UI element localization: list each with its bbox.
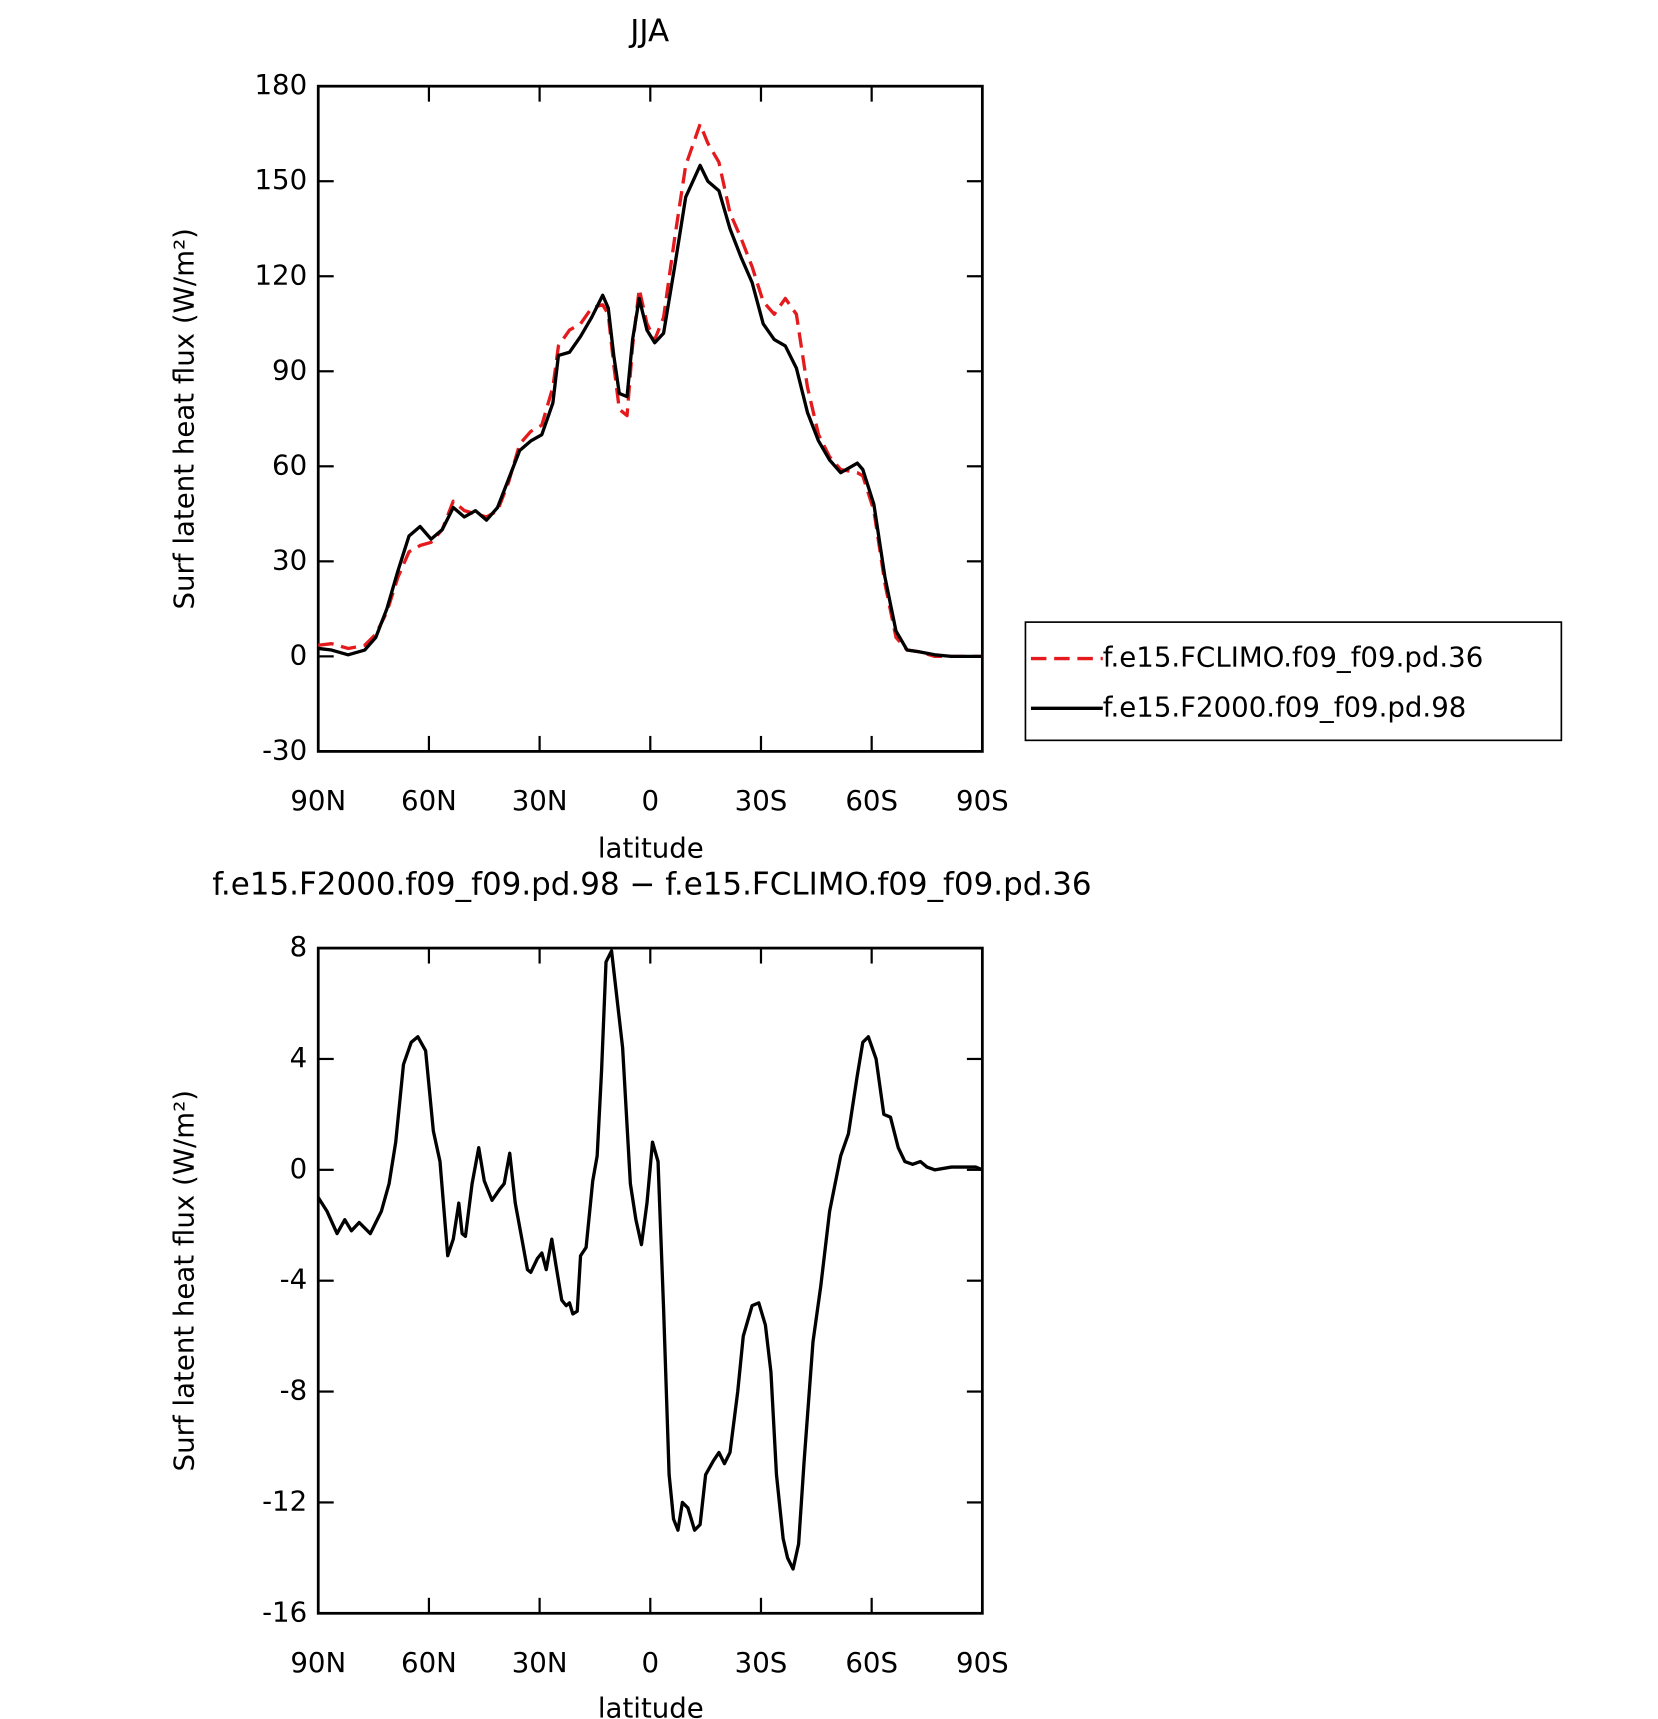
plot-frame <box>316 84 984 753</box>
y-tick-label: 120 <box>254 258 307 291</box>
line-series <box>318 163 983 659</box>
y-tick-label: -4 <box>280 1263 308 1296</box>
x-tick-label: 0 <box>642 784 660 817</box>
x-axis-label: latitude <box>598 832 704 865</box>
legend-box <box>1024 621 1563 742</box>
plot-frame <box>316 946 984 1615</box>
x-tick-label: 30N <box>512 784 568 817</box>
x-tick-label: 90S <box>956 1646 1009 1679</box>
line-series <box>318 122 983 659</box>
x-tick-label: 60N <box>401 1646 457 1679</box>
y-tick-label: 180 <box>254 68 307 101</box>
y-tick-label: 8 <box>290 930 308 963</box>
y-tick-label: 60 <box>272 448 307 481</box>
y-tick-label: 150 <box>254 163 307 196</box>
x-tick-label: 30S <box>735 784 788 817</box>
x-tick-label: 30N <box>512 1646 568 1679</box>
y-tick-label: -30 <box>262 733 307 766</box>
x-tick-label: 60S <box>845 784 898 817</box>
x-tick-label: 90S <box>956 784 1009 817</box>
x-tick-label: 60N <box>401 784 457 817</box>
y-tick-label: -16 <box>262 1595 307 1628</box>
x-tick-label: 90N <box>290 784 346 817</box>
figure-body: JJA latitude Surf latent heat flux (W/m²) -… <box>168 14 1563 1719</box>
legend-label: f.e15.F2000.f09_f09.pd.98 <box>1103 690 1467 723</box>
y-tick-label: -8 <box>280 1374 308 1407</box>
y-tick-label: 4 <box>290 1041 308 1074</box>
y-axis-label: Surf latent heat flux (W/m²) <box>168 1090 201 1471</box>
y-tick-label: 90 <box>272 353 307 386</box>
chart-title: JJA <box>628 14 669 50</box>
x-tick-label: 30S <box>735 1646 788 1679</box>
x-tick-label: 60S <box>845 1646 898 1679</box>
x-axis-label: latitude <box>598 1691 704 1719</box>
line-series <box>316 949 983 1571</box>
y-tick-label: 0 <box>290 638 308 671</box>
x-tick-label: 90N <box>290 1646 346 1679</box>
y-axis-label: Surf latent heat flux (W/m²) <box>168 228 201 610</box>
chart-title: f.e15.F2000.f09_f09.pd.98 − f.e15.FCLIMO… <box>212 867 1091 903</box>
y-tick-label: 0 <box>290 1152 308 1185</box>
legend-label: f.e15.FCLIMO.f09_f09.pd.36 <box>1103 641 1484 674</box>
y-tick-label: 30 <box>272 543 307 576</box>
y-tick-label: -12 <box>262 1484 307 1517</box>
x-tick-label: 0 <box>642 1646 660 1679</box>
